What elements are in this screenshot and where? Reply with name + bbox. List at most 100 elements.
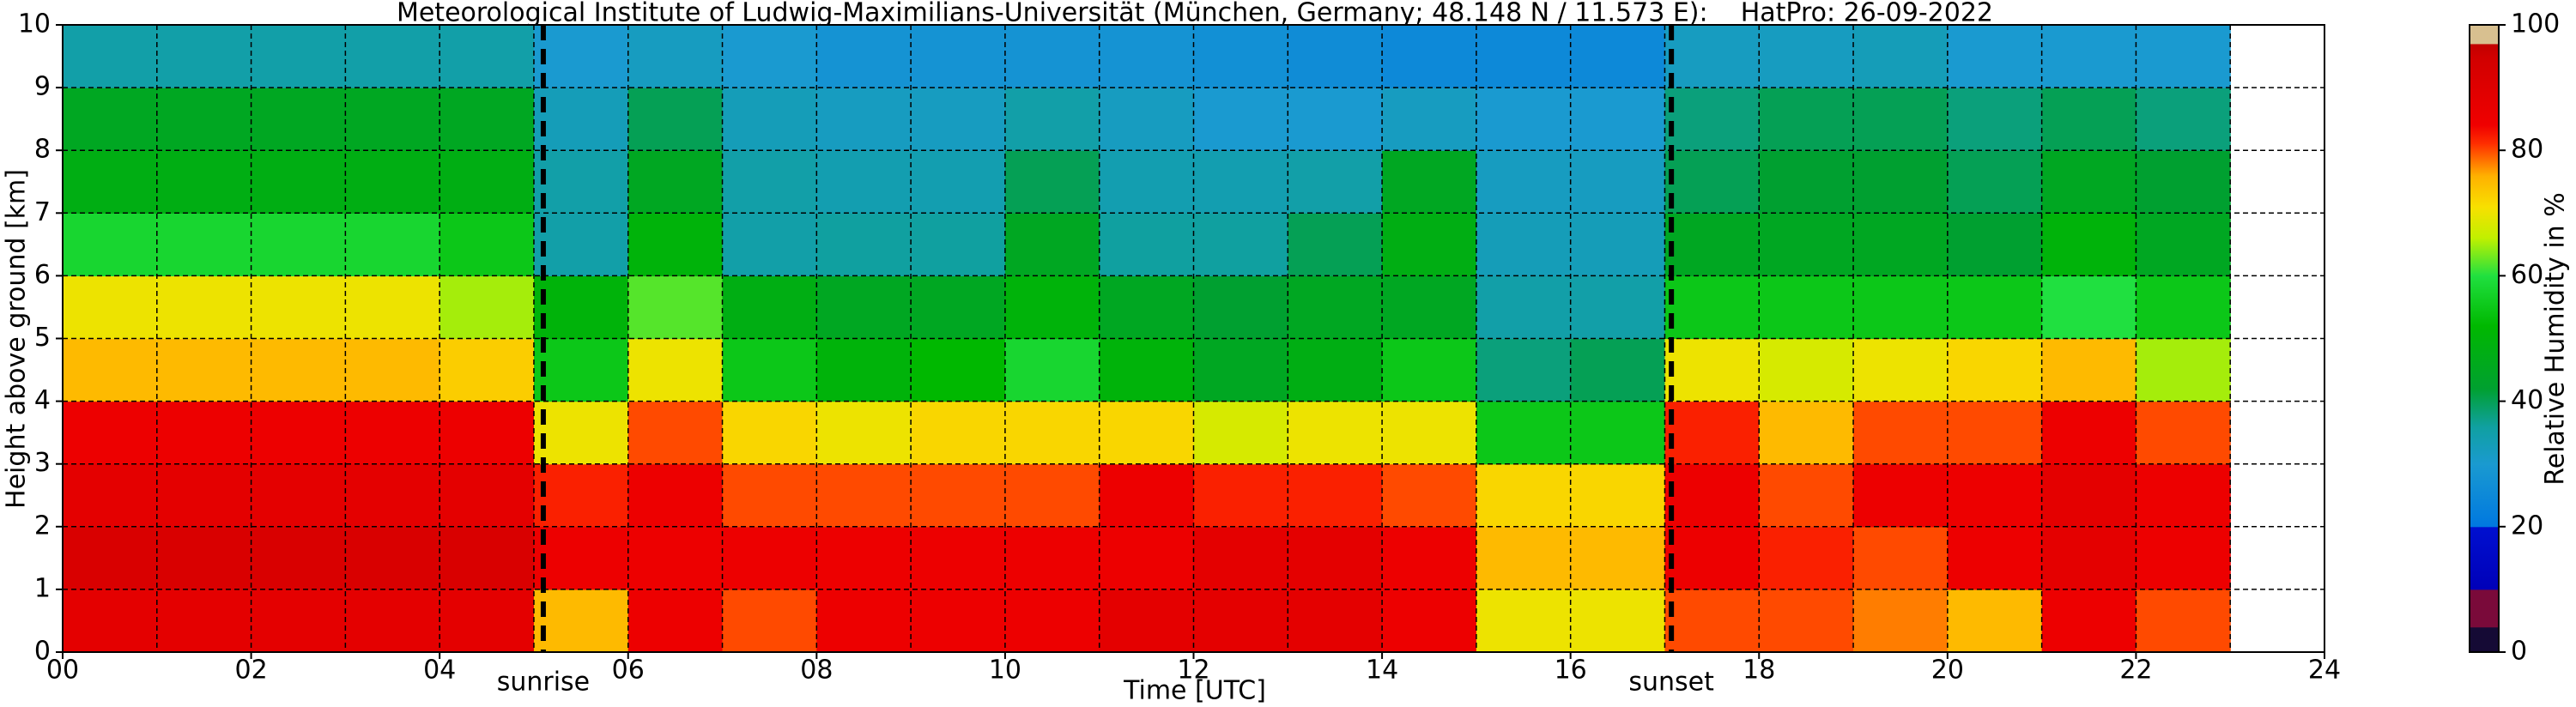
heatmap-cell (627, 25, 724, 88)
y-tick-label: 3 (34, 448, 51, 478)
heatmap-cell (1947, 213, 2043, 276)
heatmap-cell (816, 213, 912, 276)
heatmap-cell (1099, 463, 1195, 528)
heatmap-cell (1476, 463, 1572, 528)
heatmap-cell (1382, 526, 1477, 590)
heatmap-cell (1382, 88, 1477, 151)
heatmap-cell (1759, 213, 1854, 276)
heatmap-cell (533, 338, 629, 402)
heatmap-cell (1099, 25, 1195, 88)
heatmap-cell (1476, 275, 1572, 340)
heatmap-cell (2041, 463, 2137, 528)
heatmap-cell (1288, 275, 1383, 340)
heatmap-cell (1570, 150, 1666, 214)
heatmap-cell (251, 463, 346, 528)
x-tick-label: 24 (2308, 656, 2341, 686)
y-tick-label: 2 (34, 511, 51, 541)
heatmap-cell (1193, 338, 1288, 402)
heatmap-cell (1193, 401, 1288, 465)
colorbar-segment (2470, 275, 2499, 327)
heatmap-cell (1382, 463, 1477, 528)
heatmap-cell (2136, 589, 2231, 653)
heatmap-cell (1570, 213, 1666, 276)
heatmap-cell (1664, 338, 1760, 402)
heatmap-cell (1004, 88, 1100, 151)
heatmap-cell (722, 25, 817, 88)
heatmap-cell (1099, 401, 1195, 465)
heatmap-cell (911, 338, 1006, 402)
heatmap-cell (345, 401, 440, 465)
heatmap-cell (1193, 150, 1288, 214)
heatmap-cell (251, 526, 346, 590)
heatmap-cell (2041, 338, 2137, 402)
heatmap-cell (627, 589, 724, 653)
x-tick-label: 22 (2119, 656, 2152, 686)
colorbar-tick-label: 40 (2511, 385, 2543, 415)
heatmap-cell (1382, 275, 1477, 340)
colorbar-segment (2470, 206, 2499, 239)
heatmap-cell (2136, 213, 2231, 276)
y-tick-label: 5 (34, 323, 51, 353)
heatmap-cell (2136, 463, 2231, 528)
heatmap-cell (345, 463, 440, 528)
heatmap-cell (156, 589, 252, 653)
y-tick-label: 8 (34, 135, 51, 165)
heatmap-cell (63, 463, 158, 528)
y-tick-label: 6 (34, 260, 51, 290)
heatmap-cell (1570, 25, 1666, 88)
heatmap-cell (1853, 463, 1949, 528)
event-label: sunset (1628, 668, 1714, 698)
colorbar-segment (2470, 589, 2499, 628)
heatmap-cell (1004, 275, 1100, 340)
heatmap-cell (1570, 526, 1666, 590)
heatmap-cell (63, 213, 158, 276)
heatmap-cell (1004, 25, 1100, 88)
heatmap-cell (439, 213, 535, 276)
x-tick-label: 00 (46, 656, 79, 686)
colorbar-segment (2470, 25, 2499, 45)
heatmap-cell (1570, 88, 1666, 151)
heatmap-cell (1288, 213, 1383, 276)
heatmap-cell (156, 213, 252, 276)
heatmap-cell (1382, 213, 1477, 276)
heatmap-cell (63, 150, 158, 214)
heatmap-cell (1288, 338, 1383, 402)
heatmap-cell (533, 275, 629, 340)
heatmap-cell (439, 463, 535, 528)
heatmap-cell (1288, 150, 1383, 214)
heatmap-cell (533, 88, 629, 151)
heatmap-cell (722, 150, 817, 214)
colorbar-segment (2470, 143, 2499, 176)
heatmap-cell (1476, 526, 1572, 590)
heatmap-cell (627, 526, 724, 590)
heatmap-cell (251, 25, 346, 88)
heatmap-cell (1288, 25, 1383, 88)
heatmap-cell (1004, 150, 1100, 214)
heatmap-cell (533, 150, 629, 214)
heatmap-cell (251, 338, 346, 402)
heatmap-cell (156, 463, 252, 528)
heatmap-cell (2041, 401, 2137, 465)
heatmap-cell (439, 25, 535, 88)
heatmap-cell (63, 88, 158, 151)
colorbar-segment (2470, 43, 2499, 57)
heatmap-cell (722, 338, 817, 402)
colorbar-segment (2470, 388, 2499, 427)
heatmap-cell (2041, 150, 2137, 214)
heatmap-cell (1476, 88, 1572, 151)
x-tick-label: 04 (423, 656, 456, 686)
heatmap-cell (439, 338, 535, 402)
heatmap-cell (533, 463, 629, 528)
heatmap-cell (722, 526, 817, 590)
heatmap-cell (439, 401, 535, 465)
y-tick-label: 0 (34, 637, 51, 667)
heatmap-cell (1193, 526, 1288, 590)
heatmap-cell (156, 526, 252, 590)
x-tick-label: 08 (800, 656, 833, 686)
heatmap-cell (2041, 275, 2137, 340)
heatmap-cell (63, 589, 158, 653)
heatmap-cell (439, 275, 535, 340)
heatmap-cell (63, 401, 158, 465)
heatmap-cell (2136, 88, 2231, 151)
